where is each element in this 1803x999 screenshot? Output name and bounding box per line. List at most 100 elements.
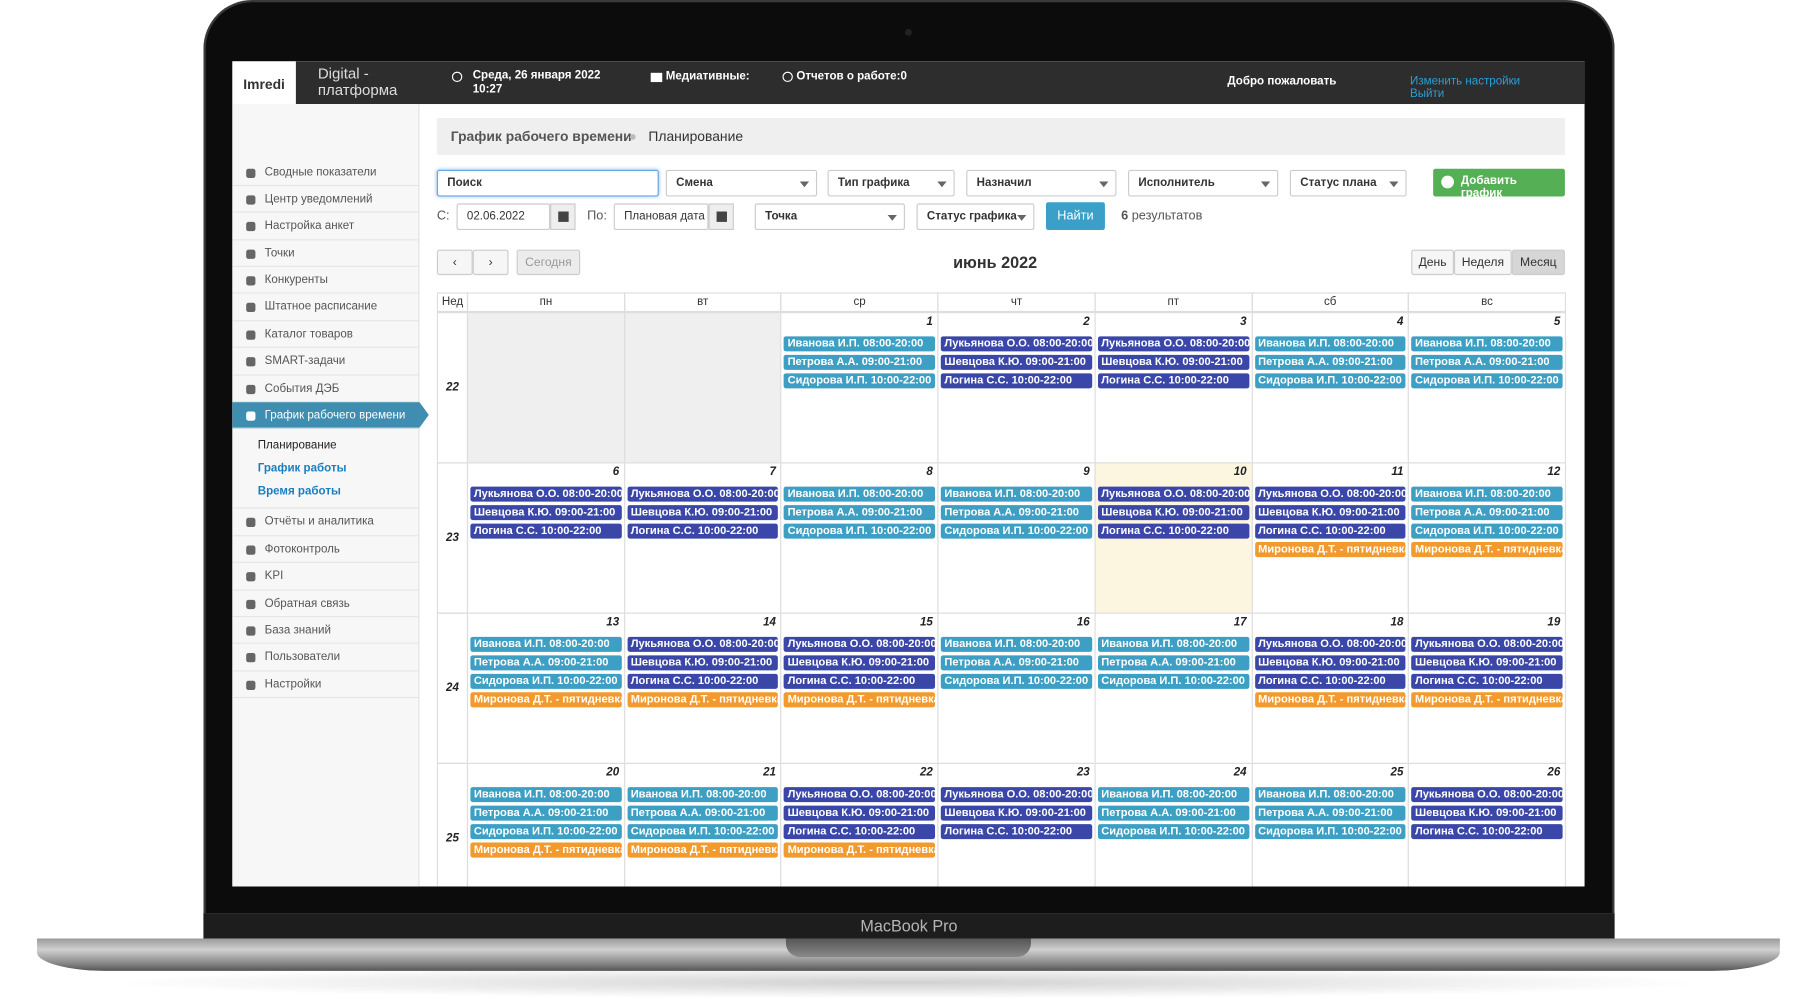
event[interactable]: Лукьянова О.О. 08:00-20:00	[1411, 787, 1563, 803]
day-cell[interactable]: 14 Лукьянова О.О. 08:00-20:00 Шевцова К.Ю.…	[623, 612, 782, 764]
day-cell[interactable]: 21 Иванова И.П. 08:00-20:00 Петрова А.А. 0…	[623, 762, 782, 887]
day-cell[interactable]: 12 Иванова И.П. 08:00-20:00 Петрова А.А. 0…	[1408, 462, 1567, 614]
media[interactable]: Медиативные:	[665, 70, 750, 84]
event[interactable]: Сидорова И.П. 10:00-22:00	[1411, 523, 1563, 539]
event[interactable]: Иванова И.П. 08:00-20:00	[1411, 486, 1563, 502]
menu-item[interactable]: Обратная связь	[232, 590, 420, 618]
day-cell[interactable]: 10 Лукьянова О.О. 08:00-20:00 Шевцова К.Ю.…	[1094, 462, 1253, 614]
event[interactable]: Лукьянова О.О. 08:00-20:00	[784, 787, 936, 803]
event[interactable]: Сидорова И.П. 10:00-22:00	[940, 673, 1093, 689]
submenu-item[interactable]: Время работы	[257, 485, 341, 499]
event[interactable]: Логина С.С. 10:00-22:00	[470, 523, 622, 539]
prev-button[interactable]: ‹	[436, 249, 473, 276]
menu-item[interactable]: SMART-задачи	[232, 348, 420, 376]
event[interactable]: Сидорова И.П. 10:00-22:00	[940, 523, 1093, 539]
day-cell[interactable]: 13 Иванова И.П. 08:00-20:00 Петрова А.А. 0…	[466, 612, 625, 764]
event[interactable]: Иванова И.П. 08:00-20:00	[1254, 787, 1406, 803]
event[interactable]: Иванова И.П. 08:00-20:00	[1411, 336, 1563, 352]
assigned-select[interactable]: Назначил	[966, 169, 1117, 197]
event[interactable]: Иванова И.П. 08:00-20:00	[940, 486, 1093, 502]
event[interactable]: Иванова И.П. 08:00-20:00	[470, 787, 622, 803]
event[interactable]: Сидорова И.П. 10:00-22:00	[1411, 373, 1563, 389]
event[interactable]: Логина С.С. 10:00-22:00	[627, 523, 779, 539]
day-cell[interactable]: 24 Иванова И.П. 08:00-20:00 Петрова А.А. 0…	[1094, 762, 1253, 887]
event[interactable]: Шевцова К.Ю. 09:00-21:00	[1254, 655, 1406, 671]
event[interactable]: Лукьянова О.О. 08:00-20:00	[1411, 636, 1563, 652]
day-cell[interactable]: 19 Лукьянова О.О. 08:00-20:00 Шевцова К.Ю.…	[1408, 612, 1567, 764]
event[interactable]: Петрова А.А. 09:00-21:00	[940, 505, 1093, 521]
event[interactable]: Лукьянова О.О. 08:00-20:00	[1254, 486, 1406, 502]
today-button[interactable]: Сегодня	[516, 249, 581, 276]
event[interactable]: Петрова А.А. 09:00-21:00	[1411, 354, 1563, 370]
event[interactable]: Логина С.С. 10:00-22:00	[784, 673, 936, 689]
event[interactable]: Миронова Д.Т. - пятидневка	[784, 692, 936, 708]
event[interactable]: Иванова И.П. 08:00-20:00	[784, 336, 936, 352]
event[interactable]: Шевцова К.Ю. 09:00-21:00	[1411, 655, 1563, 671]
event[interactable]: Сидорова И.П. 10:00-22:00	[470, 673, 622, 689]
event[interactable]: Сидорова И.П. 10:00-22:00	[1254, 824, 1406, 840]
event[interactable]: Лукьянова О.О. 08:00-20:00	[627, 636, 779, 652]
day-cell[interactable]: 22 Лукьянова О.О. 08:00-20:00 Шевцова К.Ю.…	[780, 762, 939, 887]
event[interactable]: Лукьянова О.О. 08:00-20:00	[1097, 336, 1249, 352]
event[interactable]: Иванова И.П. 08:00-20:00	[1097, 787, 1249, 803]
to-calendar-button[interactable]	[708, 203, 734, 230]
menu-item[interactable]: Пользователи	[232, 644, 420, 672]
event[interactable]: Сидорова И.П. 10:00-22:00	[1254, 373, 1406, 389]
event[interactable]: Лукьянова О.О. 08:00-20:00	[940, 336, 1093, 352]
event[interactable]: Миронова Д.Т. - пятидневка	[784, 842, 936, 858]
event[interactable]: Шевцова К.Ю. 09:00-21:00	[784, 805, 936, 821]
menu-item[interactable]: Каталог товаров	[232, 321, 420, 349]
event[interactable]: Логина С.С. 10:00-22:00	[940, 824, 1093, 840]
executor-select[interactable]: Исполнитель	[1128, 169, 1279, 197]
menu-item[interactable]: Фотоконтроль	[232, 536, 420, 564]
menu-item[interactable]: Конкуренты	[232, 267, 420, 295]
crumb[interactable]: График рабочего времени	[450, 128, 632, 145]
event[interactable]: Лукьянова О.О. 08:00-20:00	[627, 486, 779, 502]
event[interactable]: Миронова Д.Т. - пятидневка	[1411, 542, 1563, 558]
menu-item[interactable]: Штатное расписание	[232, 294, 420, 322]
event[interactable]: Миронова Д.Т. - пятидневка	[1254, 692, 1406, 708]
event[interactable]: Миронова Д.Т. - пятидневка	[470, 842, 622, 858]
event[interactable]: Шевцова К.Ю. 09:00-21:00	[1097, 505, 1249, 521]
event[interactable]: Логина С.С. 10:00-22:00	[940, 373, 1093, 389]
menu-item[interactable]: База знаний	[232, 617, 420, 645]
event[interactable]: Сидорова И.П. 10:00-22:00	[627, 824, 779, 840]
view-button[interactable]: Неделя	[1453, 249, 1512, 276]
event[interactable]: Миронова Д.Т. - пятидневка	[627, 692, 779, 708]
reports[interactable]: Отчетов о работе:0	[796, 70, 907, 84]
event[interactable]: Петрова А.А. 09:00-21:00	[470, 805, 622, 821]
event[interactable]: Миронова Д.Т. - пятидневка	[470, 692, 622, 708]
event[interactable]: Лукьянова О.О. 08:00-20:00	[940, 787, 1093, 803]
find-button[interactable]: Найти	[1045, 202, 1105, 230]
menu-item[interactable]: Настройки	[232, 671, 420, 699]
view-button[interactable]: Месяц	[1511, 249, 1565, 276]
settings-link[interactable]: Изменить настройки	[1410, 75, 1521, 88]
event[interactable]: Петрова А.А. 09:00-21:00	[627, 805, 779, 821]
from-calendar-button[interactable]	[550, 203, 576, 230]
submenu-item[interactable]: График работы	[257, 462, 347, 476]
event[interactable]: Миронова Д.Т. - пятидневка	[627, 842, 779, 858]
event[interactable]: Лукьянова О.О. 08:00-20:00	[784, 636, 936, 652]
day-cell[interactable]: 16 Иванова И.П. 08:00-20:00 Петрова А.А. 0…	[937, 612, 1096, 764]
event[interactable]: Логина С.С. 10:00-22:00	[1411, 824, 1563, 840]
event[interactable]: Иванова И.П. 08:00-20:00	[627, 787, 779, 803]
event[interactable]: Логина С.С. 10:00-22:00	[627, 673, 779, 689]
event[interactable]: Логина С.С. 10:00-22:00	[1254, 673, 1406, 689]
event[interactable]: Шевцова К.Ю. 09:00-21:00	[1254, 505, 1406, 521]
event[interactable]: Петрова А.А. 09:00-21:00	[1411, 505, 1563, 521]
event[interactable]: Шевцова К.Ю. 09:00-21:00	[627, 505, 779, 521]
event[interactable]: Петрова А.А. 09:00-21:00	[1254, 805, 1406, 821]
event[interactable]: Петрова А.А. 09:00-21:00	[1097, 805, 1249, 821]
event[interactable]: Петрова А.А. 09:00-21:00	[1254, 354, 1406, 370]
menu-item[interactable]: Отчёты и аналитика	[232, 509, 420, 537]
add-button[interactable]: Добавить график	[1433, 168, 1565, 197]
event[interactable]: Петрова А.А. 09:00-21:00	[784, 505, 936, 521]
day-cell[interactable]: 8 Иванова И.П. 08:00-20:00 Петрова А.А. 09…	[780, 462, 939, 614]
day-cell[interactable]: 4 Иванова И.П. 08:00-20:00 Петрова А.А. 09…	[1251, 312, 1410, 464]
menu-item[interactable]: Точки	[232, 240, 420, 268]
day-cell[interactable]: 3 Лукьянова О.О. 08:00-20:00 Шевцова К.Ю. …	[1094, 312, 1253, 464]
event[interactable]: Шевцова К.Ю. 09:00-21:00	[940, 805, 1093, 821]
event[interactable]: Шевцова К.Ю. 09:00-21:00	[940, 354, 1093, 370]
event[interactable]: Петрова А.А. 09:00-21:00	[470, 655, 622, 671]
day-cell[interactable]: 18 Лукьянова О.О. 08:00-20:00 Шевцова К.Ю.…	[1251, 612, 1410, 764]
